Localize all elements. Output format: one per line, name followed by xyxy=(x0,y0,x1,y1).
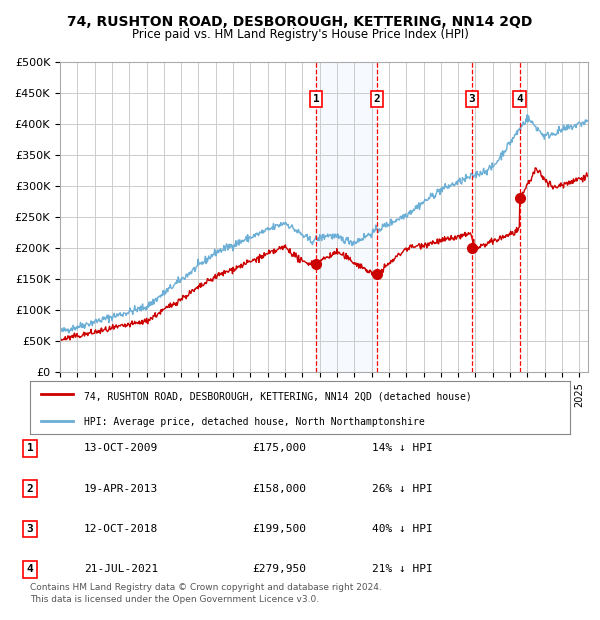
Text: 3: 3 xyxy=(468,94,475,104)
Text: 40% ↓ HPI: 40% ↓ HPI xyxy=(372,524,433,534)
Text: £175,000: £175,000 xyxy=(252,443,306,453)
Text: 2: 2 xyxy=(26,484,34,494)
Text: HPI: Average price, detached house, North Northamptonshire: HPI: Average price, detached house, Nort… xyxy=(84,417,425,427)
Text: 74, RUSHTON ROAD, DESBOROUGH, KETTERING, NN14 2QD (detached house): 74, RUSHTON ROAD, DESBOROUGH, KETTERING,… xyxy=(84,391,472,401)
Text: 1: 1 xyxy=(313,94,319,104)
Text: 2: 2 xyxy=(373,94,380,104)
Text: Price paid vs. HM Land Registry's House Price Index (HPI): Price paid vs. HM Land Registry's House … xyxy=(131,28,469,41)
Text: 21% ↓ HPI: 21% ↓ HPI xyxy=(372,564,433,574)
Text: 19-APR-2013: 19-APR-2013 xyxy=(84,484,158,494)
Bar xyxy=(316,62,377,372)
Text: £158,000: £158,000 xyxy=(252,484,306,494)
Text: This data is licensed under the Open Government Licence v3.0.: This data is licensed under the Open Gov… xyxy=(30,595,319,604)
Text: 12-OCT-2018: 12-OCT-2018 xyxy=(84,524,158,534)
Text: 3: 3 xyxy=(26,524,34,534)
Text: 26% ↓ HPI: 26% ↓ HPI xyxy=(372,484,433,494)
Text: 21-JUL-2021: 21-JUL-2021 xyxy=(84,564,158,574)
Text: 1: 1 xyxy=(26,443,34,453)
Text: Contains HM Land Registry data © Crown copyright and database right 2024.: Contains HM Land Registry data © Crown c… xyxy=(30,583,382,592)
Text: 13-OCT-2009: 13-OCT-2009 xyxy=(84,443,158,453)
Text: 74, RUSHTON ROAD, DESBOROUGH, KETTERING, NN14 2QD: 74, RUSHTON ROAD, DESBOROUGH, KETTERING,… xyxy=(67,16,533,30)
Text: 4: 4 xyxy=(516,94,523,104)
Text: 4: 4 xyxy=(26,564,34,574)
Text: 14% ↓ HPI: 14% ↓ HPI xyxy=(372,443,433,453)
Text: £279,950: £279,950 xyxy=(252,564,306,574)
Text: £199,500: £199,500 xyxy=(252,524,306,534)
